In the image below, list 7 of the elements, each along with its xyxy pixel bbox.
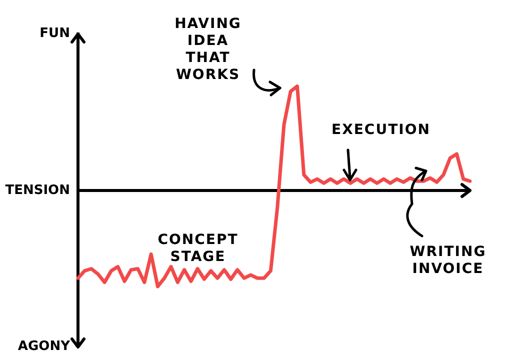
- text: FUN: [40, 26, 70, 42]
- text: AGONY: [18, 339, 70, 355]
- annotation: EXECUTION: [330, 122, 432, 139]
- text: HAVING IDEA THAT WORKS: [174, 16, 242, 84]
- annotation: WRITING INVOICE: [408, 244, 488, 278]
- annotation: CONCEPT STAGE: [156, 232, 240, 266]
- text: TENSION: [5, 182, 70, 198]
